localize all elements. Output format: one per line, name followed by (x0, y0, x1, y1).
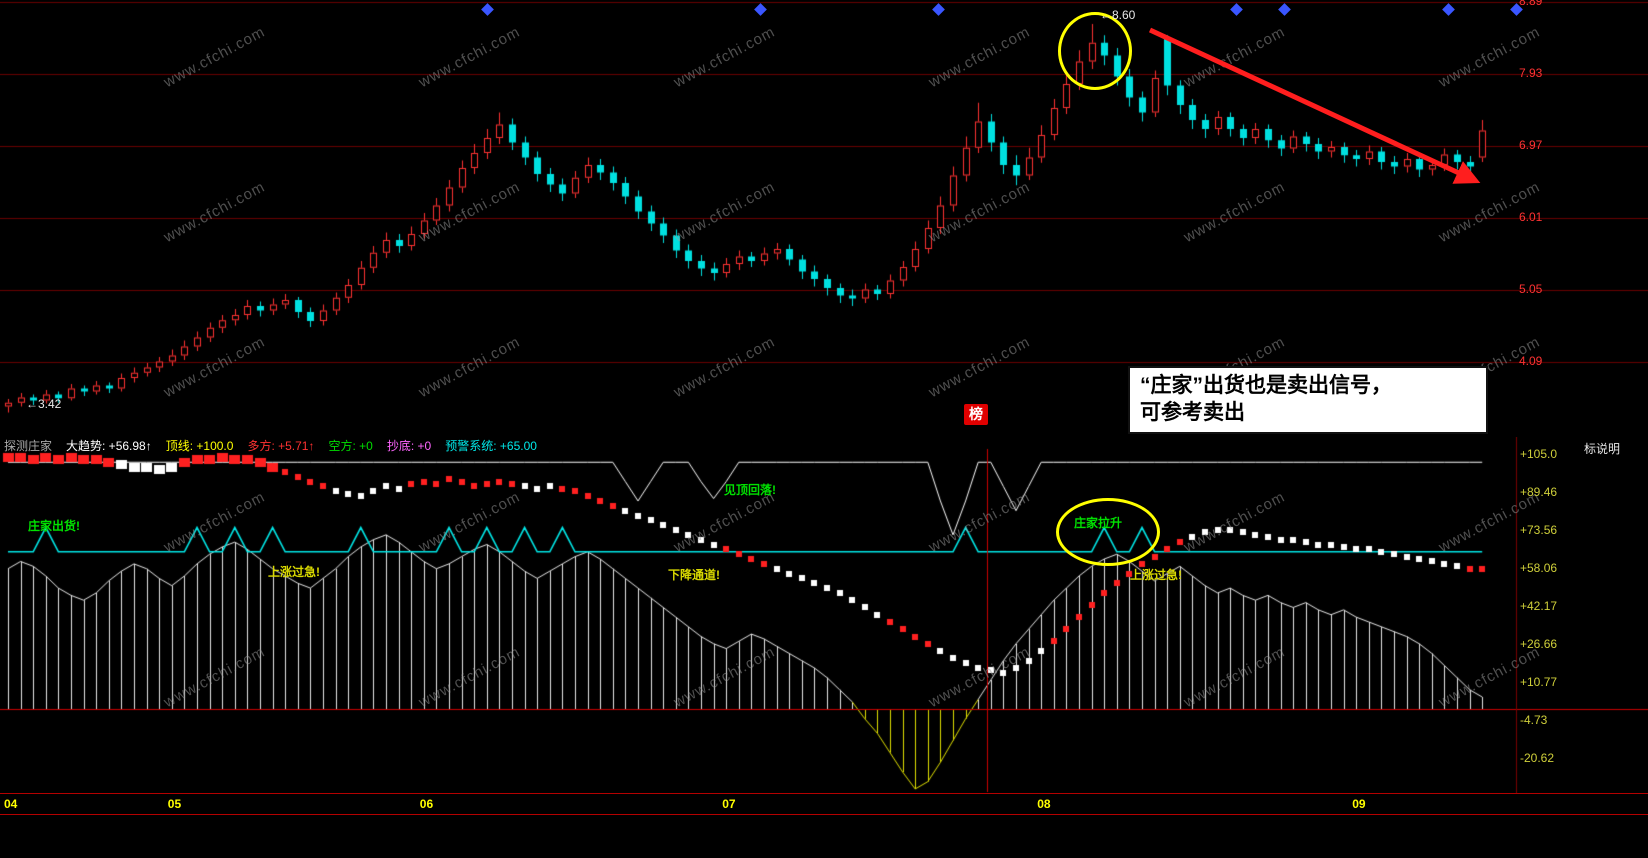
month-label-05: 05 (167, 797, 182, 811)
note-line-1: “庄家”出货也是卖出信号， (1140, 374, 1392, 397)
indicator-header-item: 探测庄家 (4, 439, 53, 453)
month-label-06: 06 (419, 797, 434, 811)
rank-badge-button[interactable]: 榜 (964, 404, 988, 425)
indicator-header-item: 抄底: +0 (386, 439, 432, 453)
indicator-panel-canvas[interactable] (0, 437, 1648, 793)
time-axis: 04 05 06 07 08 09 (0, 793, 1648, 815)
note-box: “庄家”出货也是卖出信号， 可参考卖出 (1128, 366, 1488, 434)
month-label-08: 08 (1037, 797, 1051, 811)
indicator-header-item: 大趋势: +56.98↑ (66, 439, 152, 453)
highlight-ellipse-top (1058, 12, 1132, 90)
indicator-header-item: 顶线: +100.0 (165, 439, 234, 453)
indicator-header-item: 预警系统: +65.00 (445, 439, 537, 453)
indicator-header-item: 空方: +0 (328, 439, 373, 453)
highlight-ellipse-bottom (1056, 498, 1160, 566)
indicator-header-item: 多方: +5.71↑ (247, 439, 315, 453)
note-line-2: 可参考卖出 (1140, 401, 1245, 424)
month-label-04: 04 (4, 797, 18, 811)
month-label-09: 09 (1352, 797, 1366, 811)
month-label-07: 07 (722, 797, 736, 811)
low-price-label: ←3.42 (26, 397, 62, 411)
indicator-header: 探测庄家 大趋势: +56.98↑ 顶线: +100.0 多方: +5.71↑ 空方: … (4, 438, 537, 453)
indicator-help-link[interactable]: 标说明 (1584, 442, 1621, 456)
high-price-label: ←8.60 (1100, 8, 1136, 22)
